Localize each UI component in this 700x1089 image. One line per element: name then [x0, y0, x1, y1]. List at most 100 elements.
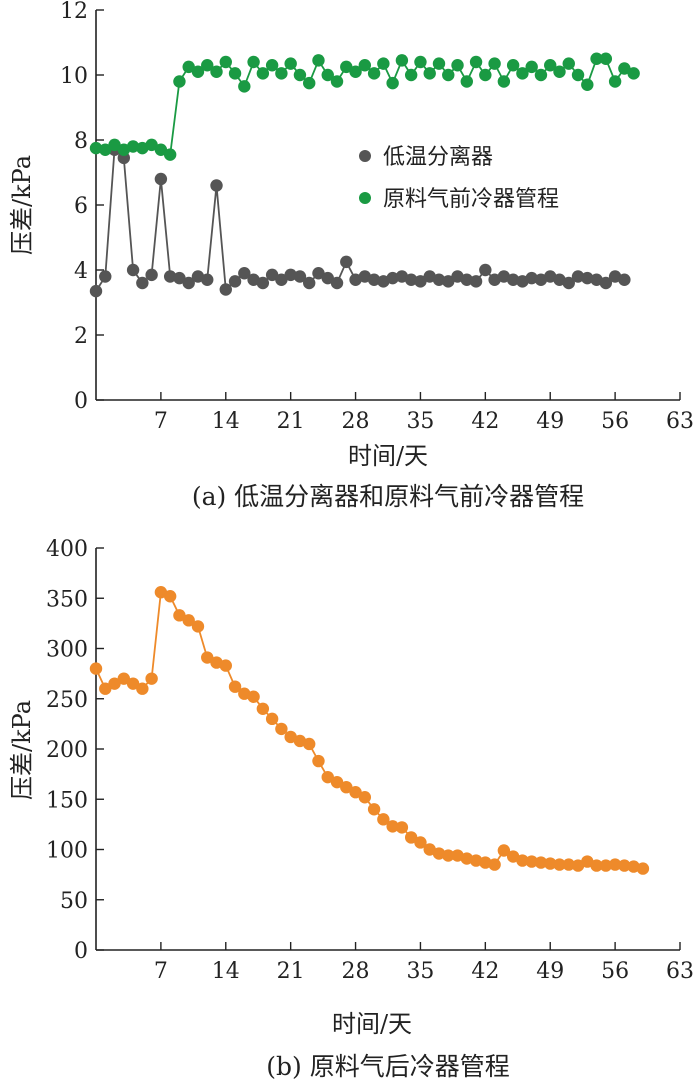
data-point [367, 273, 381, 286]
data-point [506, 273, 520, 286]
x-tick-label: 56 [601, 959, 629, 984]
data-point [442, 275, 455, 288]
x-tick-label: 21 [277, 409, 305, 434]
data-point [479, 856, 492, 869]
y-tick-label: 200 [46, 738, 88, 763]
data-point [284, 730, 297, 744]
data-point [163, 270, 177, 283]
data-point [136, 276, 149, 290]
data-point [544, 857, 557, 870]
data-point [201, 59, 214, 72]
data-point [432, 57, 446, 70]
data-point [414, 836, 427, 849]
y-tick-label: 12 [60, 0, 88, 24]
data-point [423, 67, 436, 80]
data-point [321, 271, 334, 285]
data-point [618, 859, 631, 872]
data-point [581, 855, 594, 868]
data-point [154, 586, 168, 599]
data-point [544, 59, 557, 72]
data-point [608, 75, 622, 88]
data-point [460, 75, 473, 88]
data-point [404, 68, 418, 82]
data-point [108, 677, 121, 690]
y-tick-label: 2 [74, 324, 88, 349]
chart-a: 0 2 4 6 8 10 12 7 14 21 28 35 42 49 56 63 低温分离器 原料气前冷器… [8, 0, 694, 511]
y-tick-label: 8 [74, 129, 88, 154]
data-point [599, 276, 613, 290]
data-point [442, 849, 455, 862]
data-point [349, 786, 362, 799]
x-tick-label: 28 [342, 409, 370, 434]
data-point [145, 268, 158, 282]
data-point [275, 722, 288, 736]
data-point [395, 54, 409, 67]
data-point [265, 59, 279, 72]
data-point [488, 57, 501, 70]
data-point [525, 271, 538, 285]
data-point [182, 276, 195, 290]
data-point [377, 813, 390, 826]
data-point [238, 267, 251, 280]
legend-marker-pre-cooler [359, 192, 371, 204]
data-point [117, 672, 131, 685]
data-point [99, 143, 112, 156]
data-point [581, 271, 594, 285]
data-point [423, 843, 436, 856]
data-point [581, 78, 594, 91]
data-point [414, 55, 427, 69]
data-point [525, 855, 538, 868]
y-tick-label: 150 [46, 788, 88, 813]
data-point [89, 284, 103, 298]
data-point [330, 75, 344, 88]
data-point [303, 737, 316, 751]
y-tick-label: 0 [74, 939, 88, 964]
legend-a: 低温分离器 原料气前冷器管程 [359, 145, 559, 212]
data-point [154, 143, 168, 156]
data-point [126, 263, 140, 277]
x-ticks-a: 7 14 21 28 35 42 49 56 63 [154, 392, 694, 434]
data-point [386, 76, 399, 90]
data-point [330, 775, 344, 789]
data-point [553, 858, 566, 871]
x-tick-label: 14 [212, 409, 240, 434]
y-tick-label: 350 [46, 587, 88, 612]
data-point [99, 270, 112, 283]
data-point [469, 854, 483, 867]
data-point [562, 858, 575, 871]
data-point [219, 659, 232, 672]
data-point [469, 275, 483, 288]
data-point [432, 847, 446, 860]
data-point [367, 67, 381, 80]
data-point [284, 268, 297, 282]
y-axis-label-a: 压差/kPa [8, 155, 36, 255]
x-tick-label: 42 [471, 959, 499, 984]
x-tick-label: 28 [342, 959, 370, 984]
legend-label-pre-cooler: 原料气前冷器管程 [383, 187, 559, 212]
data-point [312, 754, 325, 768]
data-point [284, 57, 297, 70]
data-point [349, 65, 362, 78]
data-point [312, 267, 325, 280]
y-tick-label: 300 [46, 638, 88, 663]
x-tick-label: 35 [406, 409, 434, 434]
y-tick-label: 250 [46, 688, 88, 713]
y-tick-label: 6 [74, 194, 88, 219]
data-point [599, 52, 613, 65]
data-point [145, 138, 158, 152]
data-point [201, 273, 214, 286]
series-a [89, 52, 640, 298]
x-axis-label-a: 时间/天 [348, 442, 428, 470]
y-tick-label: 100 [46, 839, 88, 864]
data-point [163, 590, 177, 603]
data-point [191, 620, 205, 633]
data-point [562, 276, 575, 290]
chart-b: 0 50 100 150 200 250 300 350 400 7 14 21 28 35 42 49 56… [8, 537, 694, 1081]
data-point [358, 59, 372, 72]
x-axis-label-b: 时间/天 [332, 1010, 412, 1038]
data-point [303, 76, 316, 90]
data-point [145, 672, 158, 685]
data-point [182, 614, 195, 627]
data-point [256, 276, 270, 290]
